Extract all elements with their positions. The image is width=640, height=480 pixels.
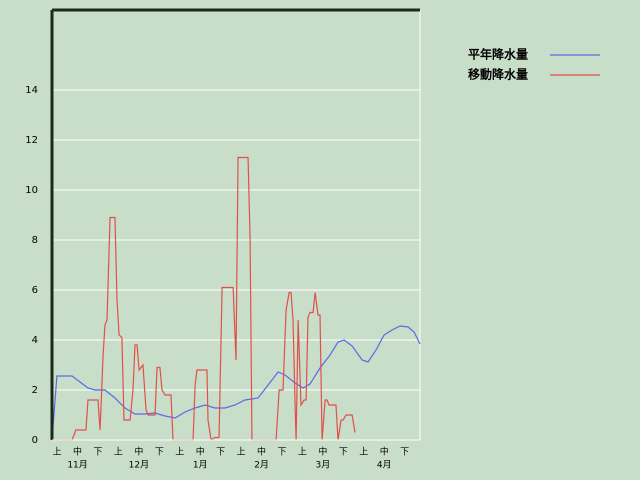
series-line (52, 156, 356, 442)
x-tick-label: 中 (134, 446, 143, 458)
y-tick-label: 4 (32, 335, 38, 346)
x-tick-label: 上 (298, 447, 307, 458)
x-tick-label: 中 (73, 446, 82, 458)
y-tick-label: 14 (25, 85, 38, 96)
y-tick-label: 6 (32, 285, 38, 296)
x-tick-label: 中 (257, 446, 266, 458)
x-tick-label: 上 (359, 447, 368, 458)
y-tick-label: 8 (32, 235, 38, 246)
x-tick-label: 下 (339, 448, 348, 458)
x-tick-label: 中 (380, 446, 389, 458)
x-tick-label: 上 (53, 447, 62, 458)
legend-label: 移動降水量 (468, 67, 528, 82)
month-label: 2月 (254, 460, 269, 471)
month-label: 3月 (316, 460, 331, 471)
month-label: 1月 (193, 460, 208, 471)
x-tick-label: 下 (216, 448, 225, 458)
month-label: 12月 (129, 460, 149, 471)
x-tick-label: 中 (318, 446, 327, 458)
x-tick-label: 上 (114, 447, 123, 458)
x-tick-label: 下 (93, 448, 102, 458)
month-label: 11月 (67, 460, 87, 471)
y-tick-label: 2 (32, 385, 38, 396)
x-tick-label: 下 (400, 448, 409, 458)
x-tick-label: 上 (237, 447, 246, 458)
x-tick-label: 下 (155, 448, 164, 458)
x-tick-label: 上 (175, 447, 184, 458)
y-tick-label: 10 (25, 185, 38, 196)
y-tick-label: 12 (25, 135, 38, 146)
x-tick-label: 中 (196, 446, 205, 458)
legend-label: 平年降水量 (468, 47, 528, 62)
month-label: 4月 (377, 460, 392, 471)
x-tick-label: 下 (277, 448, 286, 458)
y-tick-label: 0 (32, 435, 38, 446)
